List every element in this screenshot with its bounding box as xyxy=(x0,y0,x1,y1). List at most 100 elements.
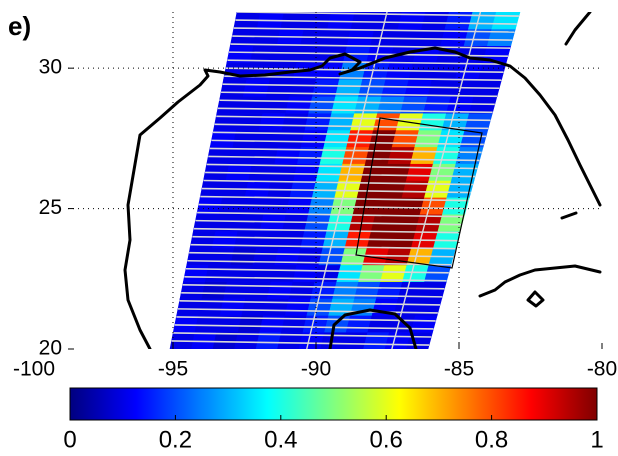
cell xyxy=(350,12,379,30)
cell xyxy=(288,281,316,299)
colorbar: 0 0.2 0.4 0.6 0.8 1 xyxy=(63,387,604,453)
scan-line xyxy=(216,115,491,122)
cell xyxy=(223,281,250,299)
y-tick-label: 20 xyxy=(39,337,62,360)
swath xyxy=(169,4,521,349)
cell xyxy=(248,264,276,282)
scan-line xyxy=(230,43,511,49)
scan-line xyxy=(217,107,493,114)
scan-line xyxy=(222,83,500,90)
cell xyxy=(306,298,334,316)
cell xyxy=(258,112,287,131)
cell xyxy=(391,129,420,148)
panel-label: e) xyxy=(8,11,31,41)
scan-line xyxy=(205,171,476,178)
cell xyxy=(278,129,306,148)
cell xyxy=(241,298,268,316)
scan-line xyxy=(201,187,471,194)
cell xyxy=(216,96,244,114)
cell xyxy=(245,281,272,299)
coast-gulf xyxy=(123,46,602,349)
cell xyxy=(208,247,235,266)
colorbar-scale xyxy=(69,387,598,421)
scan-line xyxy=(233,27,515,33)
cell xyxy=(387,146,416,164)
cell xyxy=(323,129,352,148)
cell xyxy=(266,281,294,299)
cell xyxy=(304,112,333,131)
scan-line xyxy=(200,195,469,202)
cell xyxy=(219,79,248,97)
y-tick-label: 30 xyxy=(39,56,62,79)
scan-line xyxy=(213,131,487,138)
coastline xyxy=(123,12,602,349)
cell xyxy=(183,264,210,282)
cell xyxy=(444,12,474,30)
cell xyxy=(236,112,264,131)
x-tick-label: -100 xyxy=(13,358,55,381)
x-tick-label: -90 xyxy=(301,358,331,381)
cell xyxy=(263,298,290,316)
cell xyxy=(242,79,271,97)
x-tick-label: -85 xyxy=(444,358,474,381)
scan-line xyxy=(181,292,443,298)
cell xyxy=(237,213,265,232)
scan-line xyxy=(173,332,432,338)
scan-line xyxy=(225,67,504,74)
cell xyxy=(370,28,399,47)
cell xyxy=(284,298,312,316)
cell xyxy=(300,230,328,249)
coast-yucatan xyxy=(328,308,418,349)
scan-line xyxy=(177,308,438,314)
track-line xyxy=(306,12,388,349)
scan-line xyxy=(179,300,441,306)
colorbar-tick-label: 1 xyxy=(590,426,603,453)
scan-line xyxy=(185,267,449,274)
cell xyxy=(374,12,403,30)
scan-line xyxy=(221,91,498,98)
colorbar-tick-label: 0.2 xyxy=(159,426,192,453)
y-tick-label: 25 xyxy=(39,196,62,219)
cell xyxy=(226,264,254,282)
x-tick-label: -80 xyxy=(587,358,617,381)
colorbar-tick-label: 0 xyxy=(63,426,76,453)
scan-line xyxy=(192,235,458,242)
cell xyxy=(327,112,355,131)
cell xyxy=(201,281,228,299)
cell xyxy=(281,112,310,131)
cell xyxy=(383,163,412,181)
cell xyxy=(285,96,313,114)
scan-line xyxy=(182,284,445,290)
scan-line xyxy=(197,211,465,218)
scan-line xyxy=(208,155,480,162)
scan-line xyxy=(189,251,454,258)
scan-line xyxy=(239,4,521,8)
scan-line xyxy=(195,219,462,226)
scan-line xyxy=(236,12,519,17)
scan-line xyxy=(193,227,460,234)
grid: -100 -95 -90 -85 -80 20 25 30 xyxy=(13,12,617,381)
coast-isle xyxy=(526,290,545,308)
cell xyxy=(273,45,301,63)
scan-line xyxy=(232,35,513,41)
scan-line xyxy=(235,19,517,25)
cell xyxy=(262,96,290,114)
scan-line xyxy=(187,259,452,266)
coast-keys xyxy=(560,211,578,220)
coast-cuba xyxy=(478,264,602,298)
scan-line xyxy=(198,203,467,210)
cell xyxy=(330,197,358,215)
colorbar-tick-label: 0.6 xyxy=(370,426,403,453)
cell xyxy=(289,180,317,198)
cell xyxy=(369,129,397,148)
scan-line xyxy=(211,139,484,146)
cell xyxy=(239,96,267,114)
scan-line xyxy=(203,179,473,186)
cell xyxy=(346,129,374,148)
colorbar-tick-label: 0.8 xyxy=(475,426,508,453)
cell xyxy=(433,230,461,249)
scan-line xyxy=(227,59,506,65)
coast-florida-east xyxy=(564,12,592,46)
cell xyxy=(381,79,410,97)
scan-line xyxy=(184,275,447,282)
